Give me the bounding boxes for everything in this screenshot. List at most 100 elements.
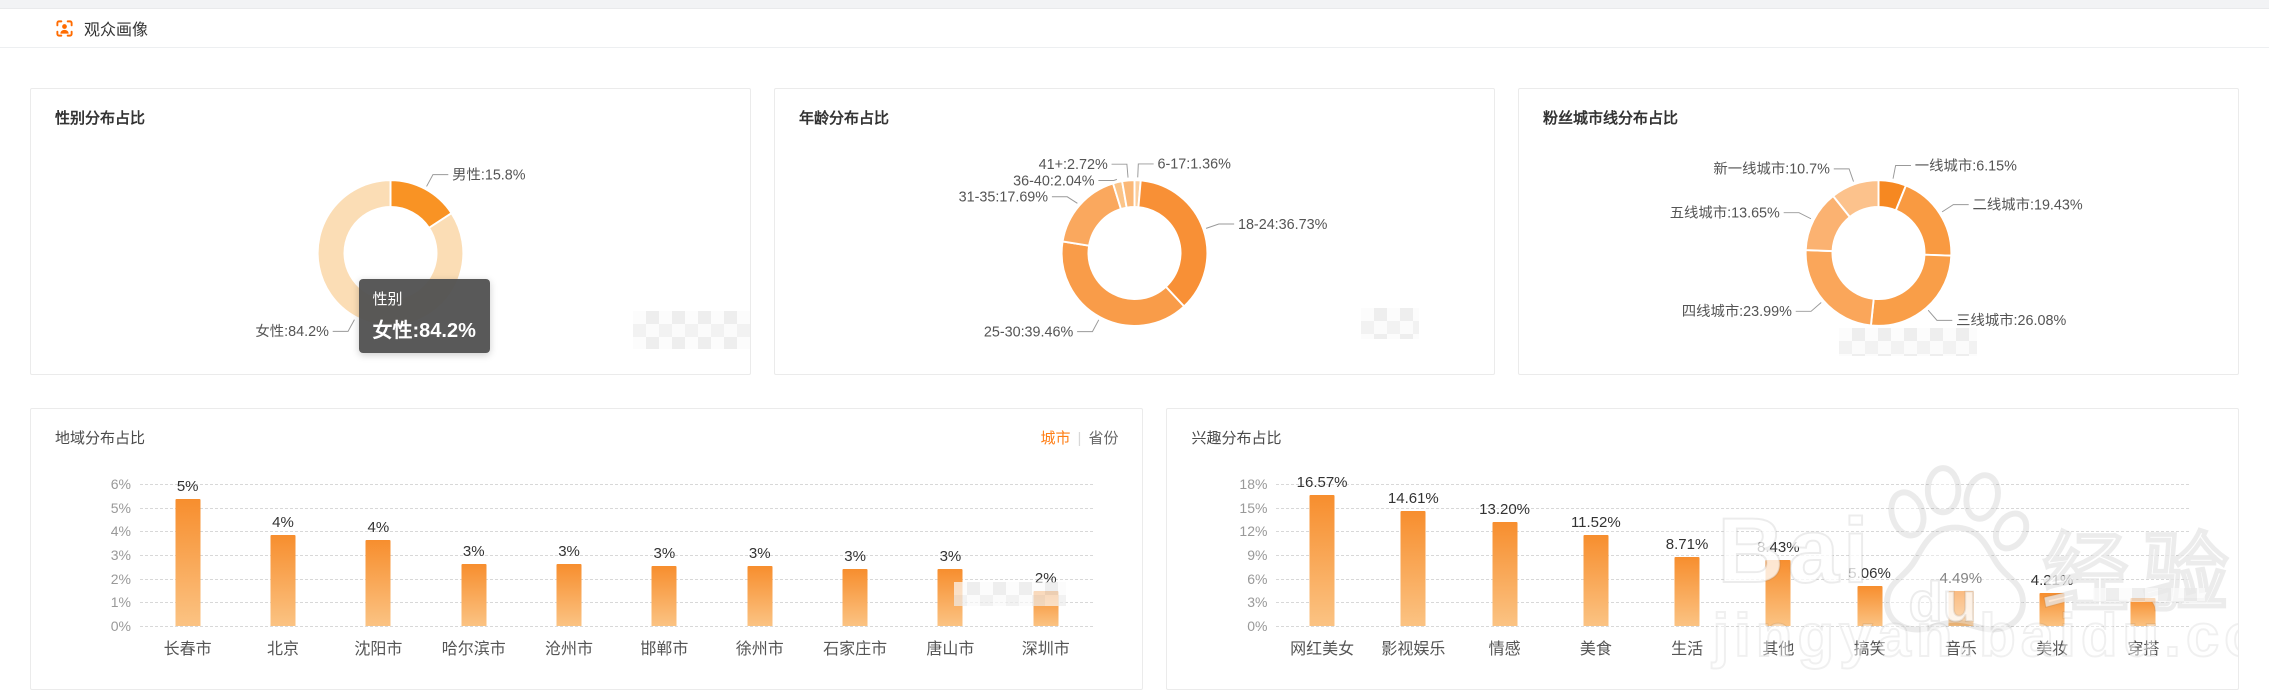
y-axis-tick: 3% <box>110 547 131 563</box>
bar-邯郸市[interactable] <box>651 565 677 626</box>
donut-slice-四线城市[interactable] <box>1804 249 1875 327</box>
bar-slot: 3% 石家庄市 <box>807 456 902 671</box>
donut-label: 31-35:17.69% <box>959 190 1049 206</box>
section-title: 观众画像 <box>84 22 149 39</box>
bar-value-label: 4% <box>272 513 294 531</box>
y-axis-tick: 4% <box>110 523 131 540</box>
gender-donut-chart: 男性:15.8% 女性:84.2% 性别 女性:84.2% <box>55 136 750 371</box>
donut-slice-三线城市[interactable] <box>1869 253 1953 327</box>
bar-搞笑[interactable] <box>1857 586 1883 626</box>
gridline <box>140 602 1094 604</box>
donut-slice-18-24[interactable] <box>1137 179 1209 308</box>
bar-category-label: 美妆 <box>2036 641 2069 658</box>
region-card-head: 地域分布占比 城市 | 省份 <box>55 427 1118 448</box>
bar-音乐[interactable] <box>1948 590 1974 626</box>
bar-category-label: 唐山市 <box>926 641 975 658</box>
city-tier-card: 粉丝城市线分布占比 一线城市:6.15% 二线城市:19.43% 三线城市:26.0… <box>1518 88 2239 375</box>
gridline <box>140 626 1094 627</box>
bar-value-label: 5.06% <box>1848 565 1891 583</box>
bar-category-label: 石家庄市 <box>823 641 888 658</box>
y-axis-tick: 5% <box>110 499 131 516</box>
donut-slice-新一线城市[interactable] <box>1831 179 1880 219</box>
donut-label-line <box>1927 309 1953 321</box>
bar-category-label: 生活 <box>1671 641 1704 658</box>
y-axis-tick: 15% <box>1239 499 1268 516</box>
donut-label: 25-30:39.46% <box>984 324 1074 340</box>
bar-影视娱乐[interactable] <box>1400 510 1426 626</box>
y-axis-tick: 6% <box>1247 570 1268 587</box>
donut-slice-41+[interactable] <box>1121 179 1136 209</box>
gridline <box>1276 507 2189 509</box>
bar-value-label: 11.52% <box>1570 514 1621 532</box>
top-strip <box>0 0 2269 9</box>
bar-category-label: 沈阳市 <box>354 641 403 658</box>
bar-美食[interactable] <box>1583 535 1609 626</box>
bar-哈尔滨市[interactable] <box>461 564 487 626</box>
donut-label: 6-17:1.36% <box>1157 157 1231 173</box>
bar-value-label: 8.71% <box>1665 536 1709 554</box>
bar-徐州市[interactable] <box>747 565 773 626</box>
bar-生活[interactable] <box>1674 557 1700 626</box>
bar-北京[interactable] <box>270 534 296 626</box>
donut-slice-31-35[interactable] <box>1061 182 1123 247</box>
bottom-row: 地域分布占比 城市 | 省份 6% 5% 4% 3% 2% 1% 0% 5% 长春市 4% 北京 4% 沈阳… <box>30 408 2239 690</box>
y-axis-tick: 9% <box>1247 547 1268 563</box>
donut-label: 18-24:36.73% <box>1238 217 1328 233</box>
bar-value-label: 3% <box>558 543 580 561</box>
donut-label-line <box>1783 212 1812 220</box>
bar-情感[interactable] <box>1492 521 1518 626</box>
bar-slot: 3% 邯郸市 <box>617 456 712 671</box>
bar-slot: 8.43% 其他 <box>1733 456 1824 671</box>
bar-slot: 穿搭 <box>2098 456 2189 671</box>
bar-value-label: 3% <box>939 548 962 566</box>
bar-长春市[interactable] <box>175 499 201 626</box>
donut-slice-25-30[interactable] <box>1060 240 1186 327</box>
bar-value-label: 3% <box>653 544 676 562</box>
bar-value-label: 5% <box>176 478 199 496</box>
gridline <box>1276 626 2189 627</box>
donut-label-line <box>1205 223 1235 229</box>
donut-label-line <box>1137 163 1154 178</box>
interest-card-head: 兴趣分布占比 <box>1191 427 2214 448</box>
bar-其他[interactable] <box>1765 559 1791 626</box>
bar-slot: 4.21% 美妆 <box>2006 456 2097 671</box>
bar-category-label: 邯郸市 <box>640 641 689 658</box>
donut-label: 新一线城市:10.7% <box>1713 161 1830 178</box>
bar-沈阳市[interactable] <box>365 539 391 626</box>
gridline <box>140 578 1094 580</box>
bar-网红美女[interactable] <box>1309 495 1335 626</box>
blur-watermark <box>954 582 1066 606</box>
donut-label-line <box>1098 178 1118 181</box>
bar-slot: 11.52% 美食 <box>1550 456 1641 671</box>
bar-slot: 3% 徐州市 <box>712 456 807 671</box>
bar-category-label: 北京 <box>267 641 300 658</box>
gridline <box>140 507 1094 509</box>
bar-slot: 16.57% 网红美女 <box>1276 456 1367 671</box>
bar-value-label: 8.43% <box>1757 538 1800 556</box>
toggle-province[interactable]: 省份 <box>1088 430 1119 447</box>
bar-value-label: 3% <box>462 543 485 561</box>
donut-label: 五线城市:13.65% <box>1670 204 1780 221</box>
bar-石家庄市[interactable] <box>842 569 868 626</box>
bar-slot: 4% 沈阳市 <box>331 456 426 671</box>
gender-tooltip: 性别 女性:84.2% <box>358 279 490 353</box>
donut-label: 男性:15.8% <box>452 166 526 183</box>
bar-slot: 2% 深圳市 <box>998 456 1093 671</box>
gender-card-title: 性别分布占比 <box>55 110 146 127</box>
donut-label: 41+:2.72% <box>1039 157 1108 173</box>
bar-category-label: 影视娱乐 <box>1381 641 1446 658</box>
bar-美妆[interactable] <box>2039 592 2065 626</box>
bar-slot: 14.61% 影视娱乐 <box>1368 456 1459 671</box>
region-card: 地域分布占比 城市 | 省份 6% 5% 4% 3% 2% 1% 0% 5% 长春市 4% 北京 4% 沈阳… <box>30 408 1144 690</box>
age-donut-svg[interactable]: 6-17:1.36% 18-24:36.73% 25-30:39.46% 31-35:… <box>799 136 1470 371</box>
donut-slice-二线城市[interactable] <box>1894 184 1953 257</box>
bar-穿搭[interactable] <box>2130 597 2156 626</box>
toggle-city[interactable]: 城市 <box>1040 430 1071 447</box>
bar-category-label: 徐州市 <box>735 641 784 658</box>
donut-label-line <box>1833 168 1854 182</box>
bar-category-label: 美食 <box>1579 641 1612 658</box>
city-tier-donut-svg[interactable]: 一线城市:6.15% 二线城市:19.43% 三线城市:26.08% 四线城市:23.… <box>1543 136 2214 371</box>
bar-slot: 4.49% 音乐 <box>1915 456 2006 671</box>
donut-label-line <box>1892 165 1911 179</box>
bar-沧州市[interactable] <box>556 564 582 626</box>
